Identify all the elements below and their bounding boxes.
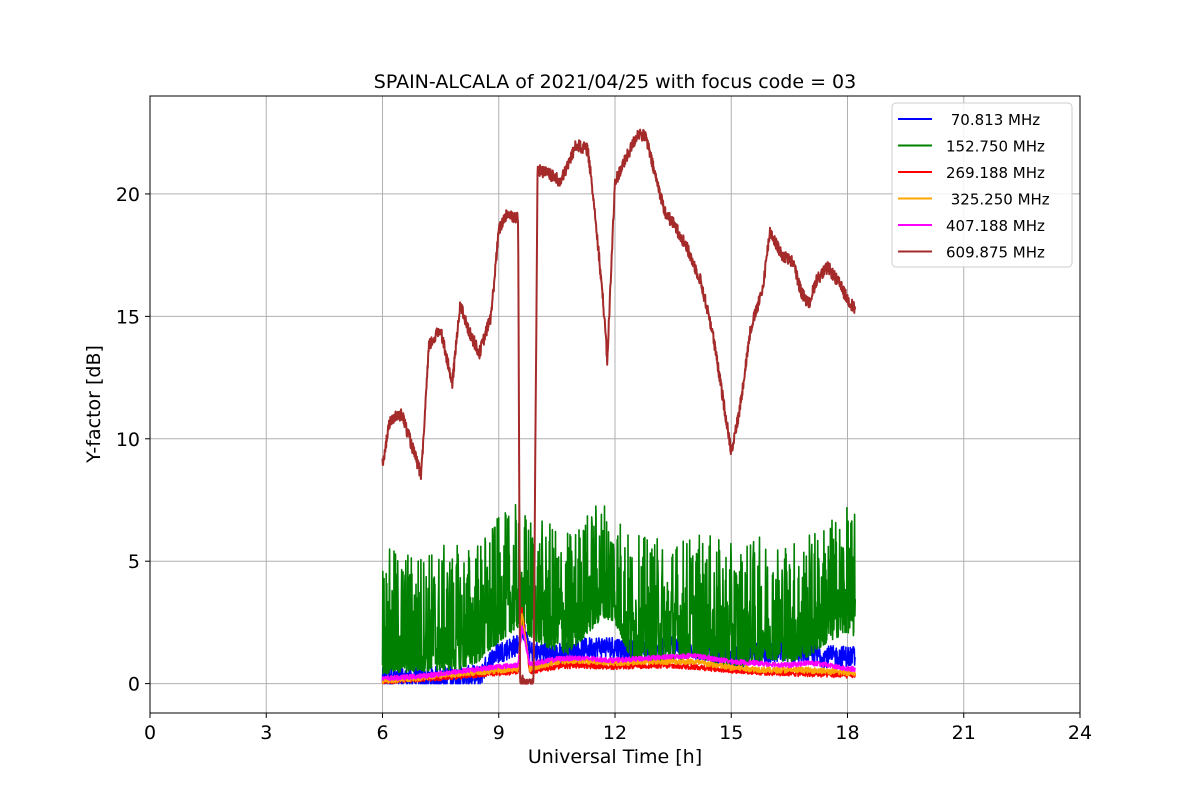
plot-area xyxy=(381,128,857,685)
legend: 70.813 MHz 152.750 MHz 269.188 MHz 325.250… xyxy=(891,102,1073,268)
legend-label: 609.875 MHz xyxy=(946,244,1045,262)
y-tick-label: 20 xyxy=(116,184,140,206)
y-tick-label: 5 xyxy=(128,551,140,573)
x-tick-label: 9 xyxy=(493,722,505,744)
x-tick-label: 3 xyxy=(260,722,272,744)
series-407_188-mhz xyxy=(381,625,856,682)
chart-title: SPAIN-ALCALA of 2021/04/25 with focus co… xyxy=(374,71,856,93)
legend-label: 407.188 MHz xyxy=(946,217,1045,235)
series-609_875-mhz xyxy=(381,128,857,685)
x-axis-label: Universal Time [h] xyxy=(528,746,702,768)
x-tick-label: 12 xyxy=(603,722,627,744)
legend-box xyxy=(891,102,1073,268)
series-line xyxy=(381,503,856,675)
legend-label: 70.813 MHz xyxy=(946,111,1040,129)
y-tick-label: 0 xyxy=(128,674,140,696)
x-tick-label: 15 xyxy=(719,722,743,744)
series-line xyxy=(381,625,856,682)
legend-label: 325.250 MHz xyxy=(946,191,1050,209)
legend-label: 269.188 MHz xyxy=(946,164,1045,182)
series-152_750-mhz xyxy=(381,503,856,675)
x-tick-label: 24 xyxy=(1068,722,1092,744)
y-tick-label: 15 xyxy=(116,306,140,328)
y-axis: 0 5 10 15 20 xyxy=(116,184,150,696)
series-line xyxy=(381,128,857,685)
legend-label: 152.750 MHz xyxy=(946,138,1045,156)
x-tick-label: 21 xyxy=(952,722,976,744)
y-tick-label: 10 xyxy=(116,429,140,451)
x-tick-label: 18 xyxy=(835,722,859,744)
y-axis-label: Y-factor [dB] xyxy=(83,345,105,464)
x-tick-label: 6 xyxy=(376,722,388,744)
x-tick-label: 0 xyxy=(144,722,156,744)
x-axis: 0 3 6 9 12 15 18 21 24 xyxy=(144,713,1092,744)
